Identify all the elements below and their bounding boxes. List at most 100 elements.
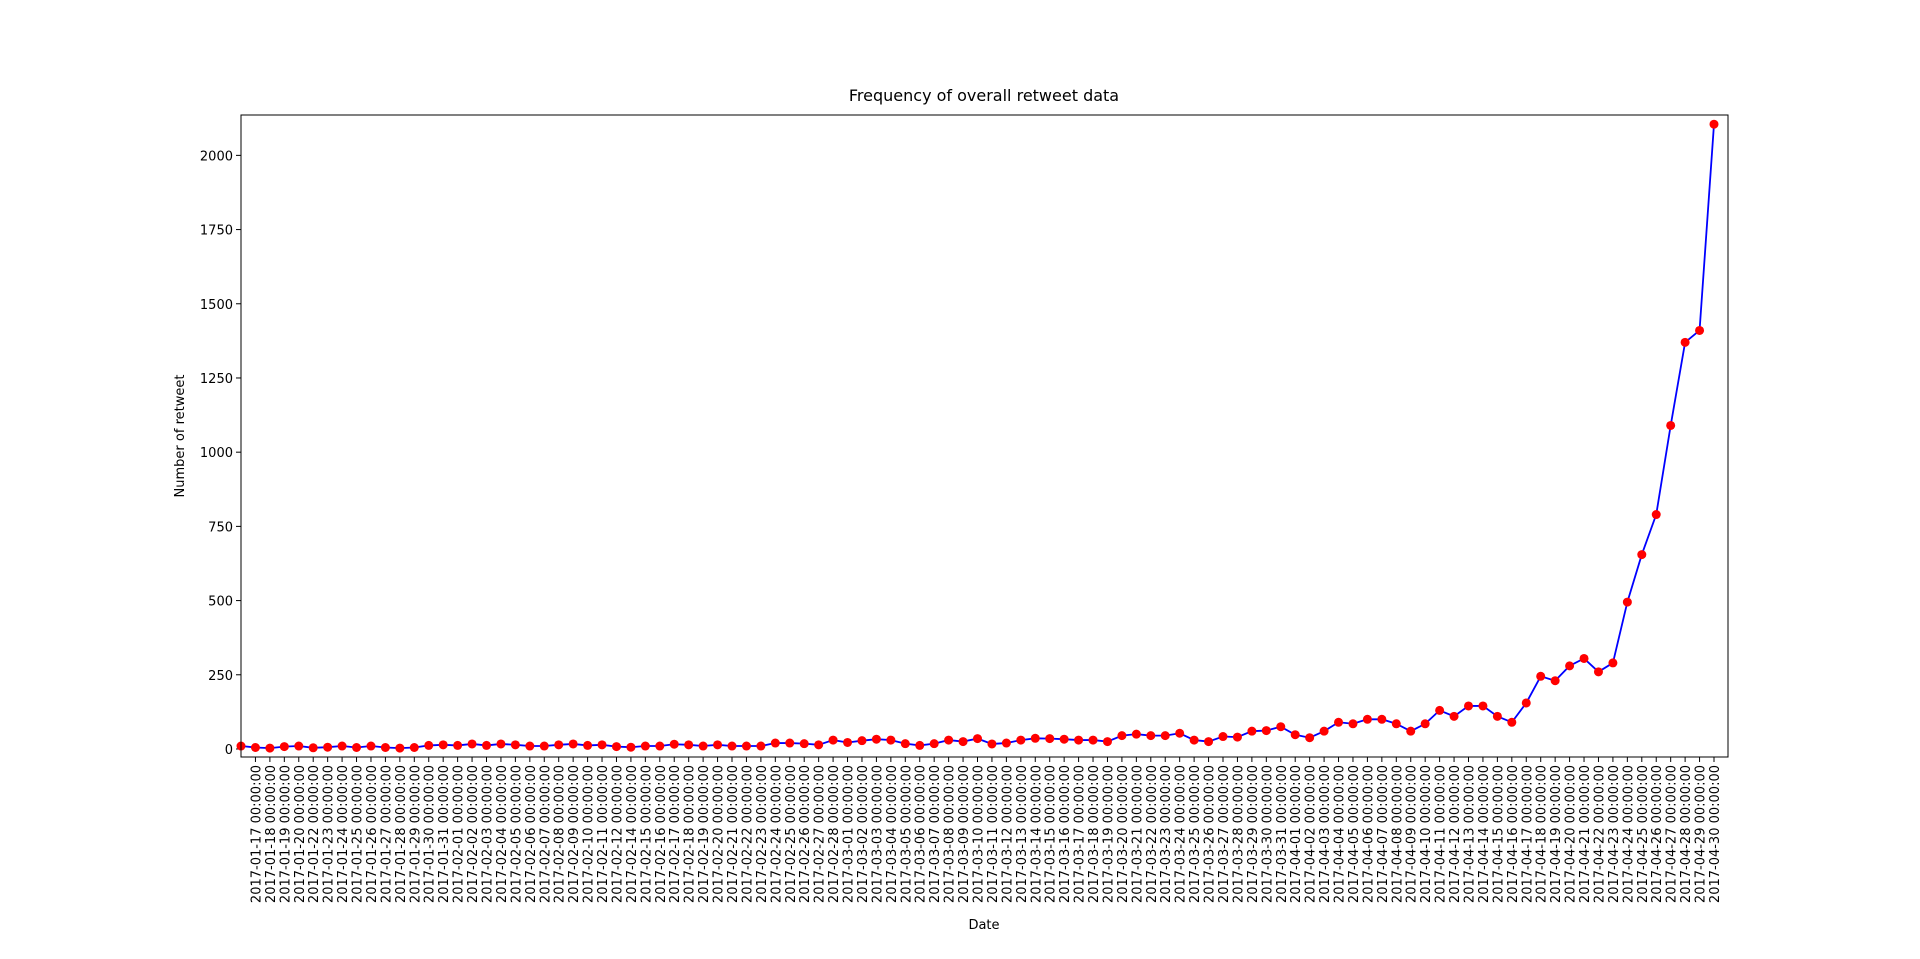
y-tick-label: 1750 bbox=[200, 224, 233, 239]
point bbox=[756, 741, 766, 751]
x-tick-label: 2017-02-24 00:00:00 bbox=[769, 765, 784, 903]
y-tick-label: 250 bbox=[208, 669, 233, 684]
x-tick-label: 2017-02-28 00:00:00 bbox=[827, 765, 842, 903]
point bbox=[1391, 719, 1401, 729]
point bbox=[279, 742, 289, 752]
y-tick-label: 500 bbox=[208, 595, 233, 610]
x-axis-label: Date bbox=[968, 918, 999, 933]
point bbox=[1189, 735, 1199, 745]
point bbox=[1593, 667, 1603, 677]
x-tick-label: 2017-03-06 00:00:00 bbox=[914, 765, 929, 903]
x-tick-label: 2017-02-08 00:00:00 bbox=[553, 765, 568, 903]
point bbox=[684, 740, 694, 750]
point bbox=[1117, 731, 1127, 741]
x-tick-label: 2017-02-11 00:00:00 bbox=[596, 765, 611, 903]
point bbox=[1160, 731, 1170, 741]
point bbox=[265, 743, 275, 753]
point bbox=[713, 740, 723, 750]
x-tick-label: 2017-02-17 00:00:00 bbox=[668, 765, 683, 903]
y-tick-label: 2000 bbox=[200, 149, 233, 164]
point bbox=[525, 741, 535, 751]
x-tick-label: 2017-01-29 00:00:00 bbox=[408, 765, 423, 903]
point bbox=[785, 738, 795, 748]
x-tick-label: 2017-04-15 00:00:00 bbox=[1491, 765, 1506, 903]
x-tick-label: 2017-03-07 00:00:00 bbox=[928, 765, 943, 903]
y-tick-label: 1500 bbox=[200, 298, 233, 313]
x-tick-label: 2017-03-28 00:00:00 bbox=[1231, 765, 1246, 903]
point bbox=[1550, 676, 1560, 686]
point bbox=[583, 740, 593, 750]
x-tick-label: 2017-01-22 00:00:00 bbox=[307, 765, 322, 903]
x-tick-label: 2017-03-09 00:00:00 bbox=[957, 765, 972, 903]
point bbox=[1290, 730, 1300, 740]
point bbox=[1131, 729, 1141, 739]
point bbox=[1608, 658, 1618, 668]
x-tick-label: 2017-03-01 00:00:00 bbox=[842, 765, 857, 903]
x-tick-label: 2017-02-26 00:00:00 bbox=[798, 765, 813, 903]
point bbox=[871, 734, 881, 744]
point bbox=[640, 741, 650, 751]
point bbox=[958, 737, 968, 747]
x-tick-label: 2017-04-04 00:00:00 bbox=[1333, 765, 1348, 903]
point bbox=[900, 739, 910, 749]
x-tick-label: 2017-03-25 00:00:00 bbox=[1188, 765, 1203, 903]
x-tick-label: 2017-02-21 00:00:00 bbox=[726, 765, 741, 903]
point bbox=[1348, 719, 1358, 729]
x-tick-label: 2017-04-10 00:00:00 bbox=[1419, 765, 1434, 903]
x-tick-label: 2017-03-05 00:00:00 bbox=[899, 765, 914, 903]
point bbox=[337, 741, 347, 751]
x-tick-label: 2017-04-09 00:00:00 bbox=[1405, 765, 1420, 903]
x-tick-label: 2017-02-06 00:00:00 bbox=[524, 765, 539, 903]
x-tick-label: 2017-02-15 00:00:00 bbox=[639, 765, 654, 903]
x-tick-label: 2017-04-20 00:00:00 bbox=[1564, 765, 1579, 903]
point bbox=[409, 743, 419, 753]
x-tick-label: 2017-01-24 00:00:00 bbox=[336, 765, 351, 903]
x-tick-label: 2017-04-02 00:00:00 bbox=[1304, 765, 1319, 903]
x-tick-label: 2017-04-30 00:00:00 bbox=[1708, 765, 1723, 903]
x-tick-label: 2017-02-12 00:00:00 bbox=[610, 765, 625, 903]
x-tick-label: 2017-02-23 00:00:00 bbox=[755, 765, 770, 903]
x-tick-label: 2017-01-18 00:00:00 bbox=[264, 765, 279, 903]
point bbox=[1536, 671, 1546, 681]
x-tick-label: 2017-04-07 00:00:00 bbox=[1376, 765, 1391, 903]
x-tick-label: 2017-03-22 00:00:00 bbox=[1145, 765, 1160, 903]
point bbox=[250, 743, 260, 753]
x-tick-label: 2017-01-31 00:00:00 bbox=[437, 765, 452, 903]
x-tick-label: 2017-04-28 00:00:00 bbox=[1679, 765, 1694, 903]
point bbox=[698, 741, 708, 751]
point bbox=[366, 741, 376, 751]
x-tick-label: 2017-03-16 00:00:00 bbox=[1058, 765, 1073, 903]
point bbox=[814, 740, 824, 750]
x-tick-label: 2017-04-08 00:00:00 bbox=[1390, 765, 1405, 903]
x-tick-label: 2017-04-27 00:00:00 bbox=[1665, 765, 1680, 903]
point bbox=[1521, 698, 1531, 708]
point bbox=[1334, 717, 1344, 727]
point bbox=[741, 741, 751, 751]
point bbox=[1478, 701, 1488, 711]
point bbox=[1045, 734, 1055, 744]
x-tick-label: 2017-04-25 00:00:00 bbox=[1636, 765, 1651, 903]
point bbox=[626, 742, 636, 752]
x-tick-label: 2017-01-30 00:00:00 bbox=[423, 765, 438, 903]
x-tick-label: 2017-01-27 00:00:00 bbox=[379, 765, 394, 903]
point bbox=[1001, 738, 1011, 748]
point bbox=[1651, 510, 1661, 520]
x-tick-label: 2017-01-28 00:00:00 bbox=[394, 765, 409, 903]
x-tick-label: 2017-03-23 00:00:00 bbox=[1159, 765, 1174, 903]
x-tick-label: 2017-02-25 00:00:00 bbox=[784, 765, 799, 903]
point bbox=[1218, 732, 1228, 742]
x-tick-label: 2017-04-13 00:00:00 bbox=[1463, 765, 1478, 903]
point bbox=[1464, 701, 1473, 711]
point bbox=[294, 741, 304, 751]
x-tick-label: 2017-03-21 00:00:00 bbox=[1130, 765, 1145, 903]
x-tick-label: 2017-02-22 00:00:00 bbox=[740, 765, 755, 903]
x-tick-label: 2017-02-19 00:00:00 bbox=[697, 765, 712, 903]
point bbox=[929, 739, 939, 749]
point bbox=[1146, 731, 1156, 741]
point bbox=[1059, 734, 1069, 744]
point bbox=[1016, 735, 1026, 745]
x-tick-label: 2017-01-19 00:00:00 bbox=[278, 765, 293, 903]
x-tick-label: 2017-04-12 00:00:00 bbox=[1448, 765, 1463, 903]
x-tick-label: 2017-04-24 00:00:00 bbox=[1621, 765, 1636, 903]
